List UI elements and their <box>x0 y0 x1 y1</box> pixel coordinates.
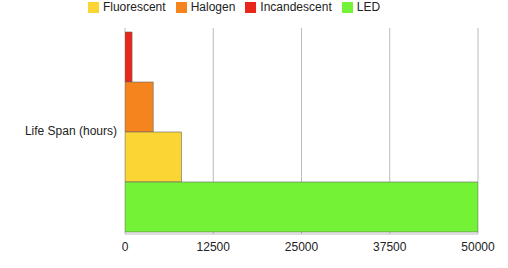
html-text:Fluorescent: Fluorescent <box>102 0 166 14</box>
svg-text:0: 0 <box>122 240 129 254</box>
html-text:Incandescent: Incandescent <box>260 0 332 14</box>
svg-text:12500: 12500 <box>197 240 231 254</box>
svg-text:50000: 50000 <box>461 240 495 254</box>
svg-text:37500: 37500 <box>373 240 407 254</box>
html-text:LED: LED <box>356 0 381 14</box>
svg-text:25000: 25000 <box>285 240 319 254</box>
svg-text:Life Span (hours): Life Span (hours) <box>25 124 117 138</box>
html-text:Halogen: Halogen <box>190 0 236 14</box>
